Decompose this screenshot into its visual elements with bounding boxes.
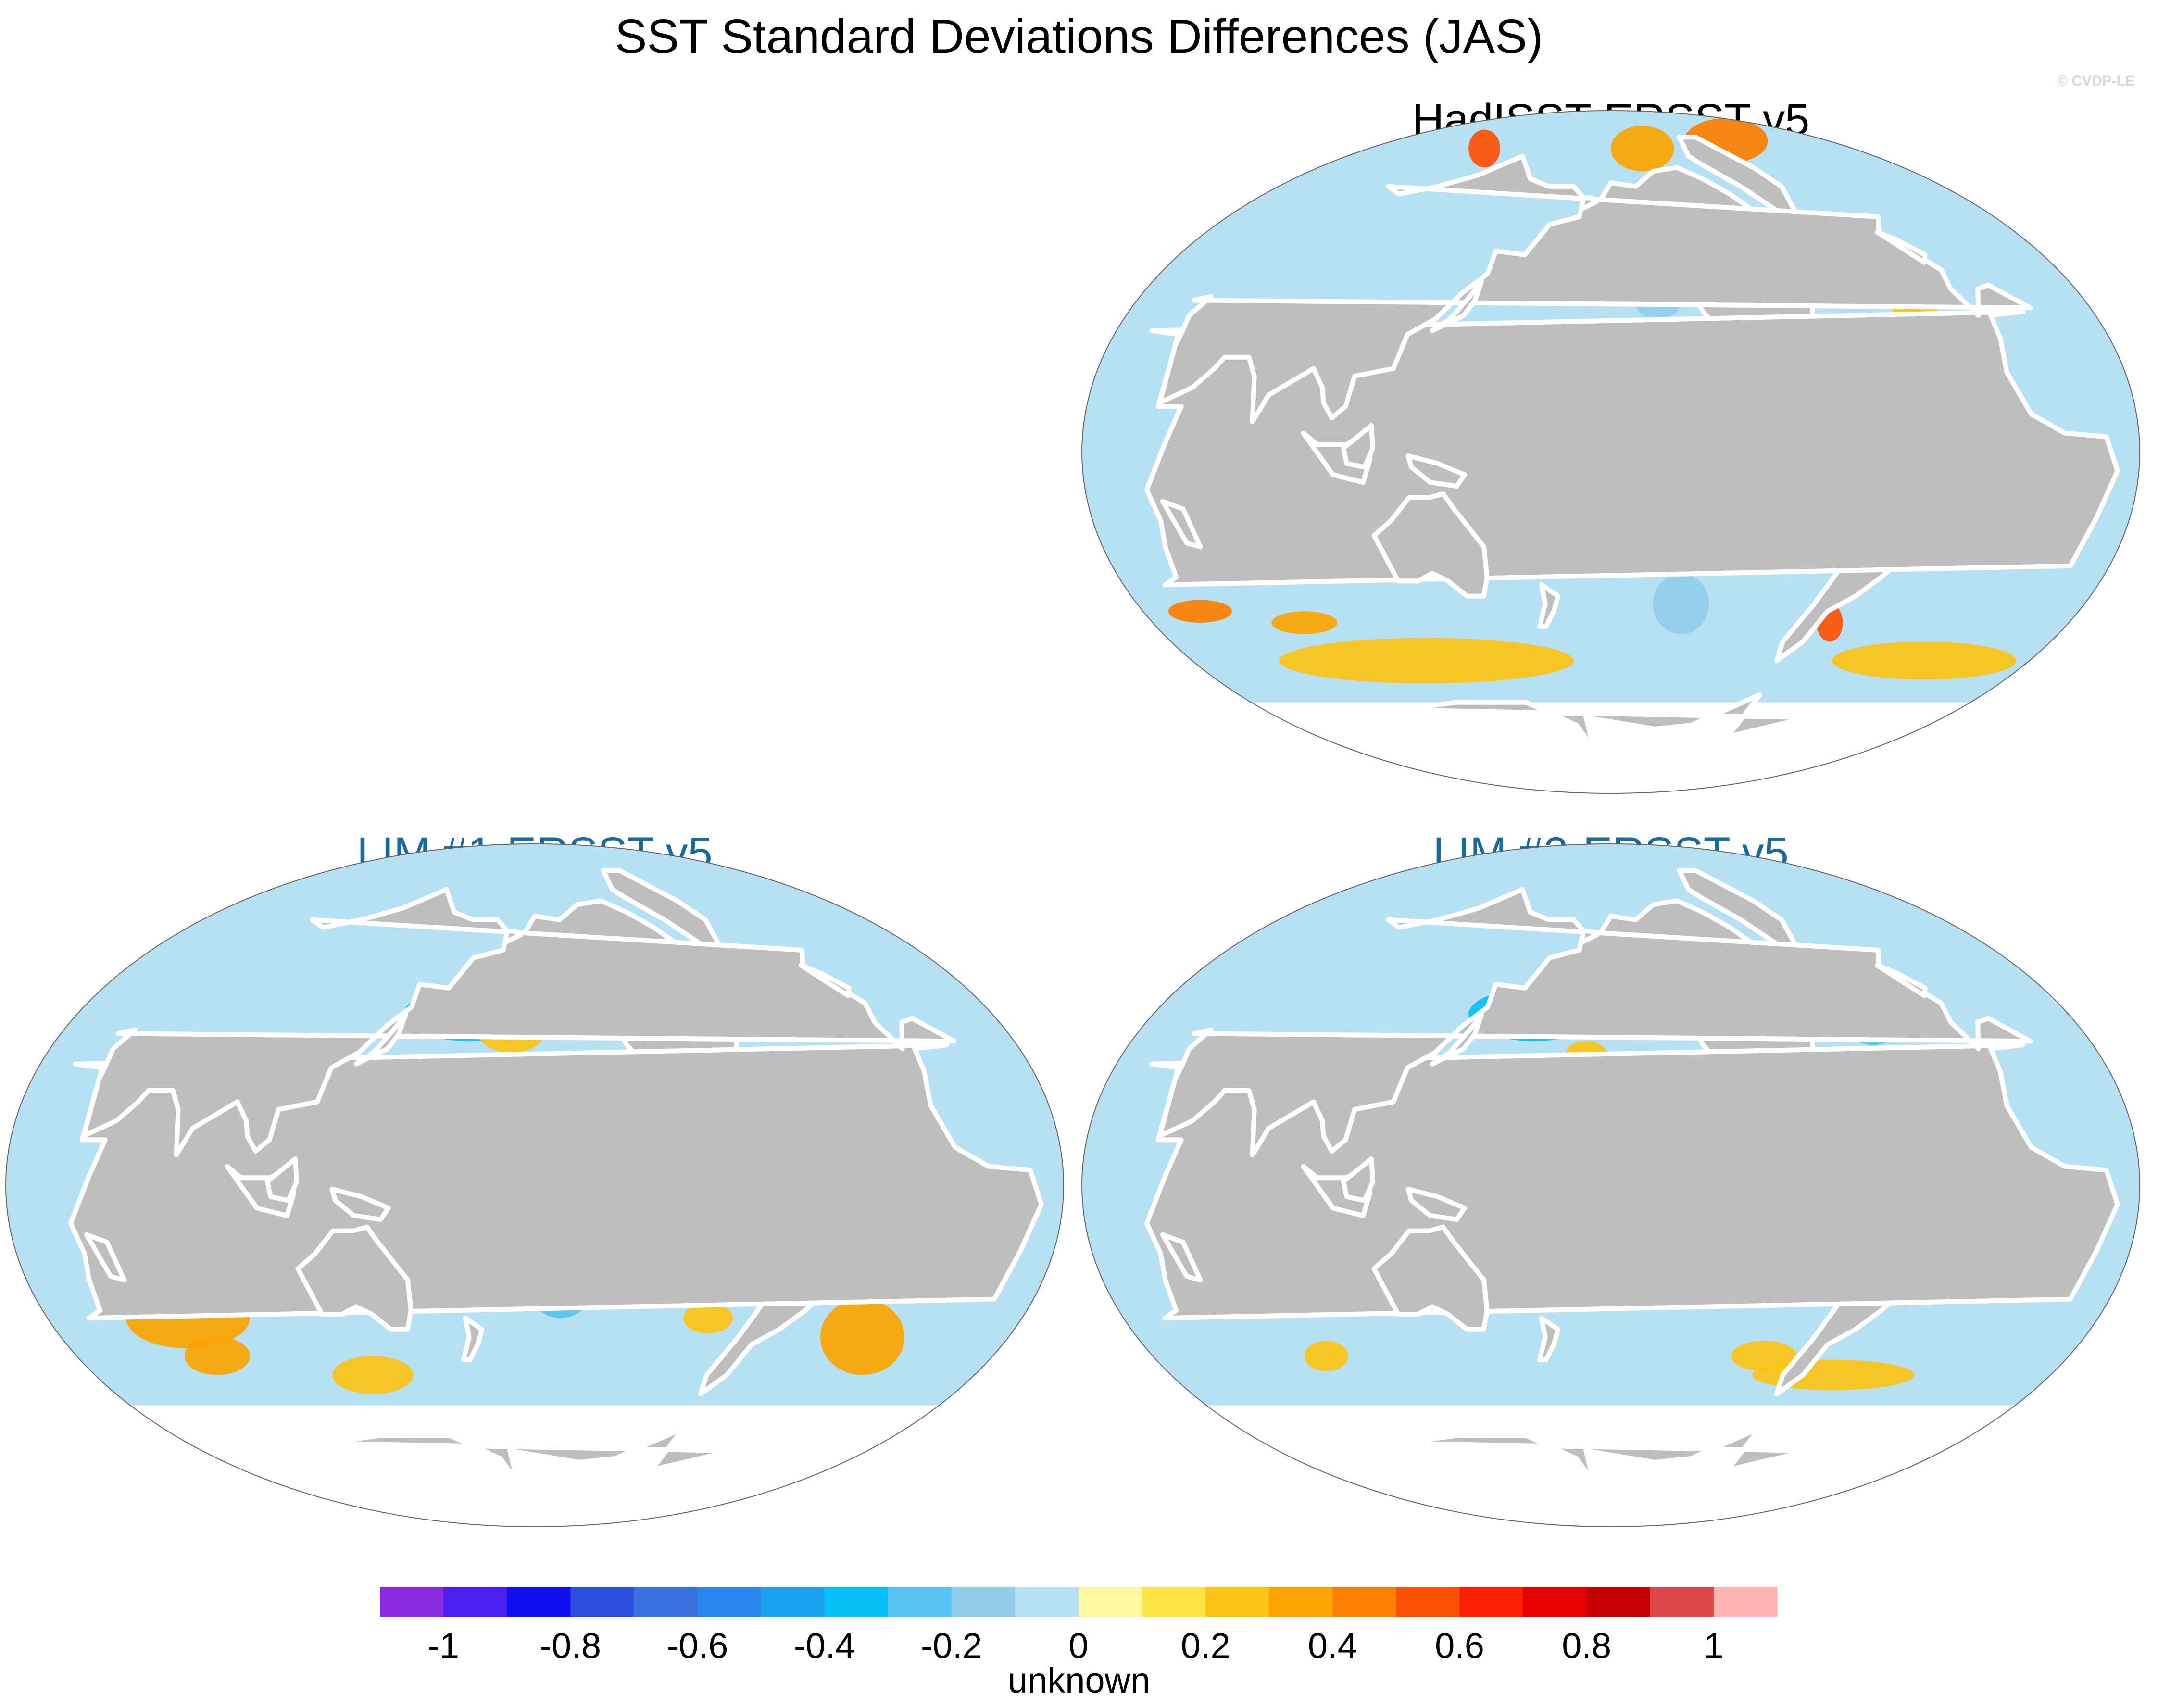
land-africa [1144,1042,2120,1321]
colorbar-swatch [443,1587,507,1617]
land-japan [1430,1012,1484,1067]
colorbar-swatch [1650,1587,1714,1617]
land-chukotka [1579,195,1599,212]
land-greenland [601,868,729,960]
map-panel-lim1: LIM #1-ERSST v5 [5,829,1064,1527]
colorbar-swatch [1205,1587,1269,1617]
colorbar-units-label: unknown [1008,1660,1150,1700]
land-antarctica-top [1399,1426,1809,1527]
land-new-zealand [461,1316,485,1362]
anomaly-patch [1304,1341,1348,1371]
colorbar-swatch [570,1587,634,1617]
land-new-guinea [1405,453,1467,489]
land-antarctica-top [1399,692,1809,793]
land-borneo [1341,423,1376,470]
land-japan [1430,279,1484,333]
colorbar-tick-labels: -1 -0.8 -0.6 -0.4 -0.2 0 0.2 0.4 0.6 0.8 1 [427,1626,1723,1666]
anomaly-patch [1653,573,1709,634]
land-antarctica-top [323,1426,733,1527]
land-uk [1875,229,1928,265]
land-madagascar [84,1232,127,1283]
colorbar-tick-label: 0.8 [1562,1626,1611,1666]
colorbar-tick-label: 0.2 [1181,1626,1230,1666]
colorbar-tick-label: -1 [427,1626,459,1666]
land-eurasia [1157,153,2033,424]
colorbar-swatch [697,1587,762,1617]
colorbar-swatch [1586,1587,1651,1617]
colorbar-swatch [761,1587,825,1617]
land-uk [799,963,852,998]
colorbar-swatch [1142,1587,1206,1617]
map-outline [1081,843,2140,1527]
anomaly-patch [184,1337,251,1375]
land-new-guinea [1405,1186,1467,1222]
anomaly-patch [1271,611,1337,634]
land-borneo [1341,1156,1376,1203]
colorbar-swatch [1332,1587,1397,1617]
colorbar-tick-label: -0.6 [667,1626,728,1666]
anomaly-patch [1468,129,1501,168]
land-eurasia [81,887,957,1157]
colorbar-tick-label: 1 [1704,1626,1723,1666]
land-chukotka [1579,929,1599,945]
colorbar-tick-label: 0.4 [1308,1626,1357,1666]
land-new-zealand [1537,582,1561,629]
colorbar-swatch [1079,1587,1142,1617]
land-greenland [1677,868,1805,960]
anomaly-patch [332,1356,414,1394]
land-africa [68,1042,1044,1321]
copyright-text: © CVDP-LE [2057,73,2135,89]
colorbar [380,1587,1778,1617]
anomaly-patch [1168,600,1232,623]
anomaly-patch [1279,638,1574,684]
land-uk [1875,963,1928,998]
land-borneo [265,1156,300,1203]
anomaly-patch [1832,641,2017,680]
colorbar-tick-label: -0.4 [794,1626,855,1666]
southern-mask [1082,1405,2140,1527]
land-japan [353,1012,408,1067]
anomaly-patch [1752,1359,1914,1390]
colorbar-swatch [380,1587,444,1617]
colorbar-swatch [1459,1587,1524,1617]
continents [1144,868,2120,1527]
land-new-guinea [329,1186,391,1222]
land-chukotka [502,929,523,945]
southern-mask [6,1405,1064,1527]
land-madagascar [1160,499,1203,550]
colorbar-tick-label: -0.8 [540,1626,602,1666]
colorbar-tick-label: 0.6 [1435,1626,1484,1666]
land-australia [295,1224,414,1332]
colorbar-swatch [1269,1587,1333,1617]
figure-title: SST Standard Deviations Differences (JAS… [615,10,1543,63]
land-africa [1144,309,2120,588]
colorbar-tick-label: -0.2 [921,1626,982,1666]
land-australia [1371,491,1490,599]
colorbar-swatch [507,1587,571,1617]
colorbar-swatch [634,1587,698,1617]
map-outline [5,843,1064,1527]
anomaly-patch [1611,126,1674,172]
land-greenland [1677,135,1805,227]
map-outline [1081,110,2140,794]
map-panel-lim2: LIM #2-ERSST v5 [1081,829,2140,1527]
colorbar-swatch [951,1587,1016,1617]
map-panel-hadisst: HadISST-ERSST v5 [1081,95,2140,794]
land-madagascar [1160,1232,1203,1283]
continents [1144,135,2120,793]
land-new-zealand [1537,1316,1561,1362]
colorbar-swatch [1396,1587,1460,1617]
anomaly-patch [683,1303,733,1333]
anomaly-patch [820,1299,905,1375]
land-eurasia [1157,887,2033,1157]
colorbar-swatch [888,1587,952,1617]
colorbar-swatch [1713,1587,1778,1617]
land-australia [1371,1224,1490,1332]
polar-regions [1082,692,2140,793]
colorbar-swatch [1015,1587,1079,1617]
colorbar-swatch [824,1587,889,1617]
colorbar-tick-label: 0 [1068,1626,1088,1666]
colorbar-swatch [1523,1587,1587,1617]
